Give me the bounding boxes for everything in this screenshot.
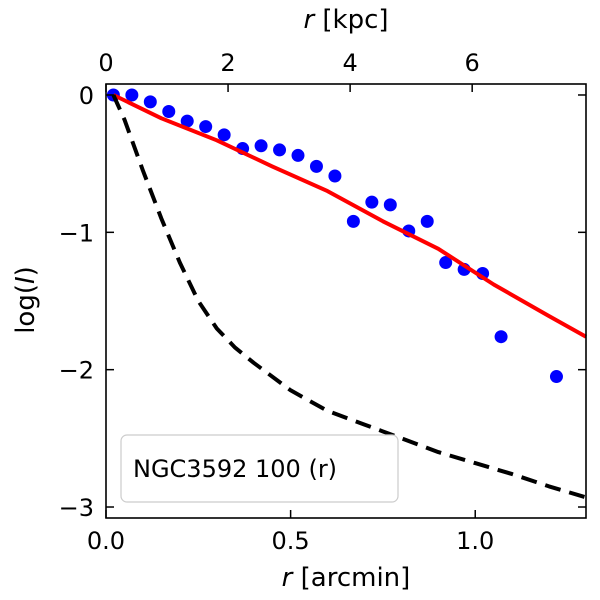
ticks-layer: 0.0 0.5 1.0 0 2 4 6 0 −1 −2 −3 bbox=[59, 49, 586, 555]
series-layer bbox=[106, 88, 587, 500]
data-point bbox=[217, 128, 231, 142]
psf-line bbox=[111, 94, 587, 500]
x-tick-label: 1.0 bbox=[456, 527, 494, 555]
x2-axis-label: r [kpc] bbox=[303, 5, 388, 35]
x-tick-label: 0.0 bbox=[87, 527, 125, 555]
data-point bbox=[309, 159, 323, 173]
data-point bbox=[291, 148, 305, 162]
x2-tick-label: 6 bbox=[465, 49, 480, 77]
data-point bbox=[162, 104, 176, 118]
data-point bbox=[439, 256, 453, 270]
y-axis-var: I bbox=[11, 276, 41, 284]
x-axis-var: r bbox=[282, 563, 295, 593]
data-point bbox=[125, 88, 139, 102]
y-tick-label: −1 bbox=[59, 219, 94, 247]
model-line bbox=[112, 93, 587, 339]
y-axis-prefix: log( bbox=[11, 284, 41, 334]
data-point bbox=[254, 139, 268, 153]
data-point bbox=[420, 214, 434, 228]
x-axis-unit: [arcmin] bbox=[301, 563, 411, 593]
plot-frame bbox=[105, 83, 587, 519]
data-point bbox=[143, 95, 157, 109]
data-point bbox=[180, 114, 194, 128]
data-point bbox=[365, 195, 379, 209]
data-point bbox=[383, 198, 397, 212]
x2-axis-unit: [kpc] bbox=[322, 5, 388, 35]
x-axis-label: r [arcmin] bbox=[282, 563, 411, 593]
y-tick-label: −2 bbox=[59, 357, 94, 385]
data-point bbox=[273, 143, 287, 157]
data-point bbox=[199, 120, 213, 134]
legend-text: NGC3592 100 (r) bbox=[133, 455, 337, 483]
data-point bbox=[494, 330, 508, 344]
x-tick-label: 0.5 bbox=[272, 527, 310, 555]
y-tick-label: −3 bbox=[59, 494, 94, 522]
x2-tick-label: 0 bbox=[98, 49, 113, 77]
x2-tick-label: 2 bbox=[220, 49, 235, 77]
x2-tick-label: 4 bbox=[342, 49, 357, 77]
data-point bbox=[346, 214, 360, 228]
legend-box bbox=[120, 434, 399, 503]
y-axis-suffix: ) bbox=[11, 266, 41, 276]
y-tick-label: 0 bbox=[79, 82, 94, 110]
data-point bbox=[328, 169, 342, 183]
data-point bbox=[549, 370, 563, 384]
y-axis-label: log(I) bbox=[11, 266, 41, 334]
x2-axis-var: r bbox=[303, 5, 316, 35]
